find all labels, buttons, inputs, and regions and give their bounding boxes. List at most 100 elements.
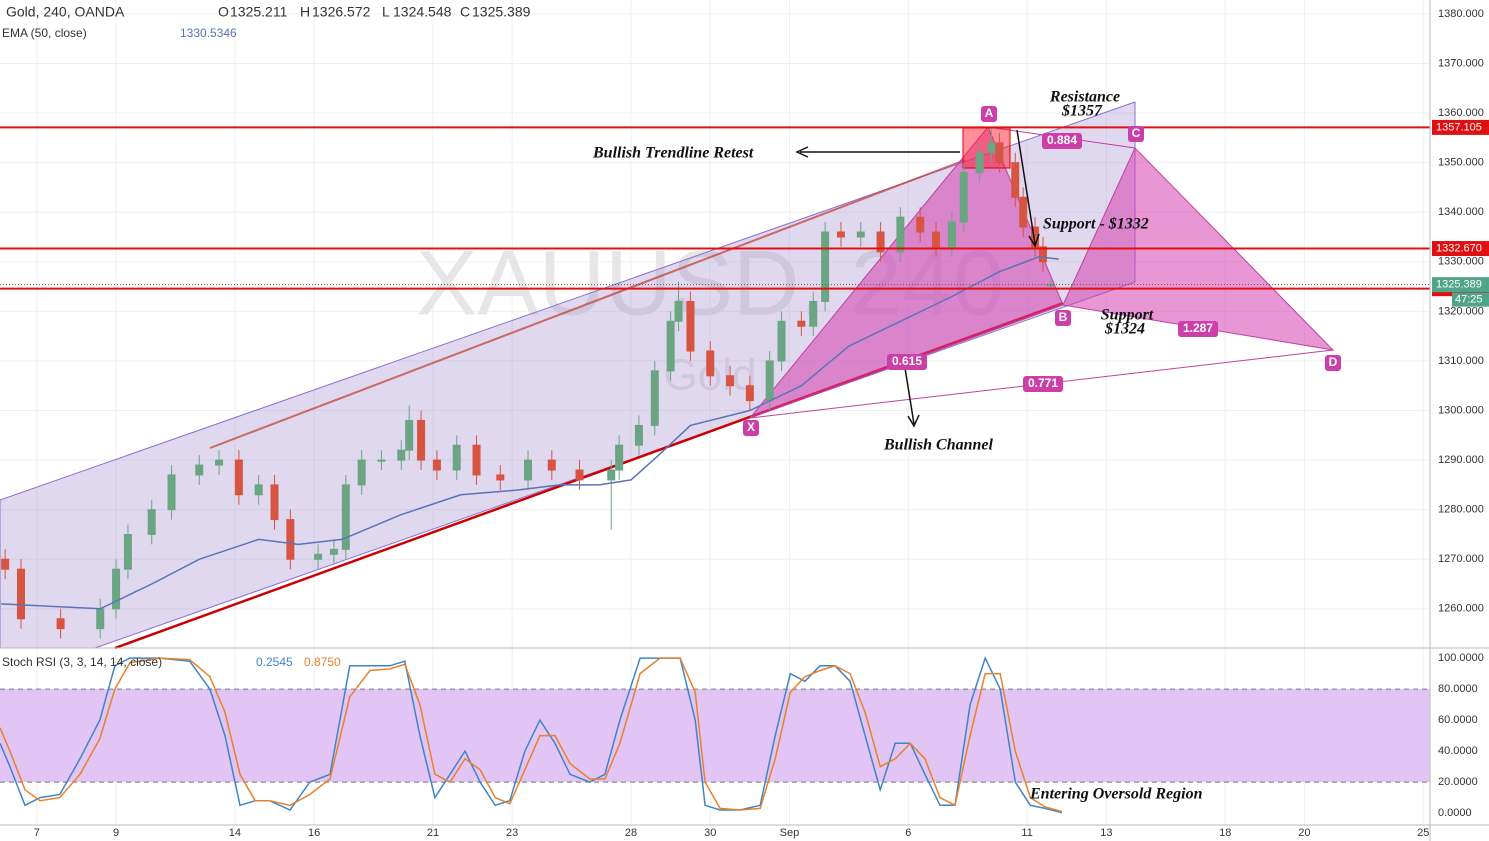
pattern-tag bbox=[1042, 133, 1082, 149]
candle-body bbox=[975, 152, 984, 174]
y-tick-label: 0.0000 bbox=[1438, 807, 1472, 819]
candle-body bbox=[995, 142, 1004, 164]
symbol: Gold, 240, OANDA bbox=[6, 4, 125, 20]
candle-body bbox=[112, 568, 121, 610]
price-marker bbox=[1432, 119, 1489, 135]
candle-body bbox=[215, 459, 224, 466]
pattern-tag bbox=[743, 420, 759, 436]
trend-line bbox=[209, 159, 966, 449]
x-tick-label: 25 bbox=[1417, 827, 1429, 839]
annotation: Support - $1332 bbox=[1043, 216, 1149, 233]
price-marker-label: 1357.105 bbox=[1436, 121, 1482, 133]
x-tick-label: Sep bbox=[780, 827, 800, 839]
candle-body bbox=[876, 231, 885, 253]
candle-body bbox=[1011, 162, 1020, 198]
y-tick-label: 1270.000 bbox=[1438, 553, 1484, 565]
price-marker bbox=[1432, 277, 1489, 293]
x-tick-label: 18 bbox=[1219, 827, 1231, 839]
y-tick-label: 40.0000 bbox=[1438, 745, 1478, 757]
y-tick-label: 1260.000 bbox=[1438, 603, 1484, 615]
candle-body bbox=[377, 459, 386, 462]
y-tick-label: 1320.000 bbox=[1438, 305, 1484, 317]
candle-body bbox=[1, 558, 10, 570]
pattern-tag bbox=[1128, 126, 1144, 142]
legend: Gold, 240, OANDA O 1325.211 H 1326.572 L… bbox=[2, 4, 531, 669]
candle-body bbox=[405, 419, 414, 451]
x-tick-label: 23 bbox=[506, 827, 518, 839]
pattern-tag bbox=[1325, 355, 1341, 371]
candle-body bbox=[821, 231, 830, 302]
candle-body bbox=[765, 360, 774, 402]
candle-body bbox=[947, 221, 956, 248]
ohlc-label: O bbox=[218, 4, 229, 20]
ohlc-value: 1324.548 bbox=[393, 4, 452, 20]
y-tick-label: 1280.000 bbox=[1438, 504, 1484, 516]
annotation: Bullish Trendline Retest bbox=[592, 145, 754, 162]
indicator-value: 0.8750 bbox=[304, 655, 341, 669]
candle-body bbox=[341, 484, 350, 550]
ohlc-value: 1325.211 bbox=[230, 4, 288, 20]
candle-body bbox=[1038, 246, 1047, 263]
indicator-label: Stoch RSI (3, 3, 14, 14, close) bbox=[2, 655, 162, 669]
candle-body bbox=[666, 320, 675, 372]
candle-body bbox=[472, 444, 481, 476]
y-tick-label: 20.0000 bbox=[1438, 776, 1478, 788]
annotation: Bullish Channel bbox=[883, 437, 994, 454]
candle-body bbox=[856, 231, 865, 238]
candle-body bbox=[650, 370, 659, 426]
pattern-tag-label: A bbox=[985, 106, 994, 120]
candle-body bbox=[615, 444, 624, 471]
candle-body bbox=[167, 474, 176, 511]
candle-body bbox=[357, 459, 366, 486]
candle-body bbox=[674, 300, 683, 322]
annotation: Resistance bbox=[1049, 89, 1120, 106]
candle-body bbox=[745, 385, 754, 402]
arrowhead bbox=[795, 146, 809, 158]
ohlc-label: C bbox=[460, 4, 470, 20]
candle-body bbox=[916, 216, 925, 233]
indicator-value: 0.2545 bbox=[256, 655, 293, 669]
candle-body bbox=[96, 608, 105, 630]
ohlc-label: L bbox=[382, 4, 390, 20]
candle-body bbox=[452, 444, 461, 471]
arrow bbox=[904, 367, 915, 425]
annotations: Resistance $1357 Bullish Trendline Retes… bbox=[592, 89, 1203, 803]
ohlc-value: 1325.389 bbox=[472, 4, 531, 20]
annotation: $1324 bbox=[1104, 321, 1145, 338]
price-marker bbox=[1432, 241, 1489, 257]
candle-body bbox=[726, 375, 735, 387]
candle-body bbox=[234, 459, 243, 496]
y-tick-label: 1360.000 bbox=[1438, 107, 1484, 119]
x-tick-label: 11 bbox=[1021, 827, 1032, 839]
y-tick-label: 1290.000 bbox=[1438, 454, 1484, 466]
candle-body bbox=[432, 459, 441, 471]
y-tick-label: 1380.000 bbox=[1438, 8, 1484, 20]
candle-body bbox=[706, 350, 715, 377]
x-tick-label: 16 bbox=[308, 827, 320, 839]
candle-body bbox=[329, 548, 338, 555]
pattern-tag-label: 1.287 bbox=[1183, 321, 1213, 335]
candle-body bbox=[286, 519, 295, 560]
candle-body bbox=[987, 142, 996, 154]
countdown-marker bbox=[1452, 292, 1489, 307]
candle-body bbox=[959, 172, 968, 223]
pattern-tag bbox=[1023, 376, 1063, 392]
y-tick-label: 1310.000 bbox=[1438, 355, 1484, 367]
candle-body bbox=[797, 320, 806, 327]
line-series bbox=[0, 656, 1063, 814]
y-tick-label: 1330.000 bbox=[1438, 256, 1484, 268]
x-tick-label: 14 bbox=[229, 827, 241, 839]
pattern-tag-label: 0.771 bbox=[1028, 376, 1058, 390]
candle-body bbox=[809, 300, 818, 327]
candle-body bbox=[254, 484, 263, 496]
candle-body bbox=[607, 469, 616, 481]
pattern-tag bbox=[887, 354, 927, 370]
candle-body bbox=[896, 216, 905, 253]
y-tick-label: 100.0000 bbox=[1438, 652, 1484, 664]
candle-body bbox=[496, 474, 505, 481]
pattern-tag-label: B bbox=[1059, 310, 1068, 324]
y-tick-label: 1340.000 bbox=[1438, 206, 1484, 218]
pattern-tag bbox=[1178, 321, 1218, 337]
x-tick-label: 6 bbox=[905, 827, 911, 839]
